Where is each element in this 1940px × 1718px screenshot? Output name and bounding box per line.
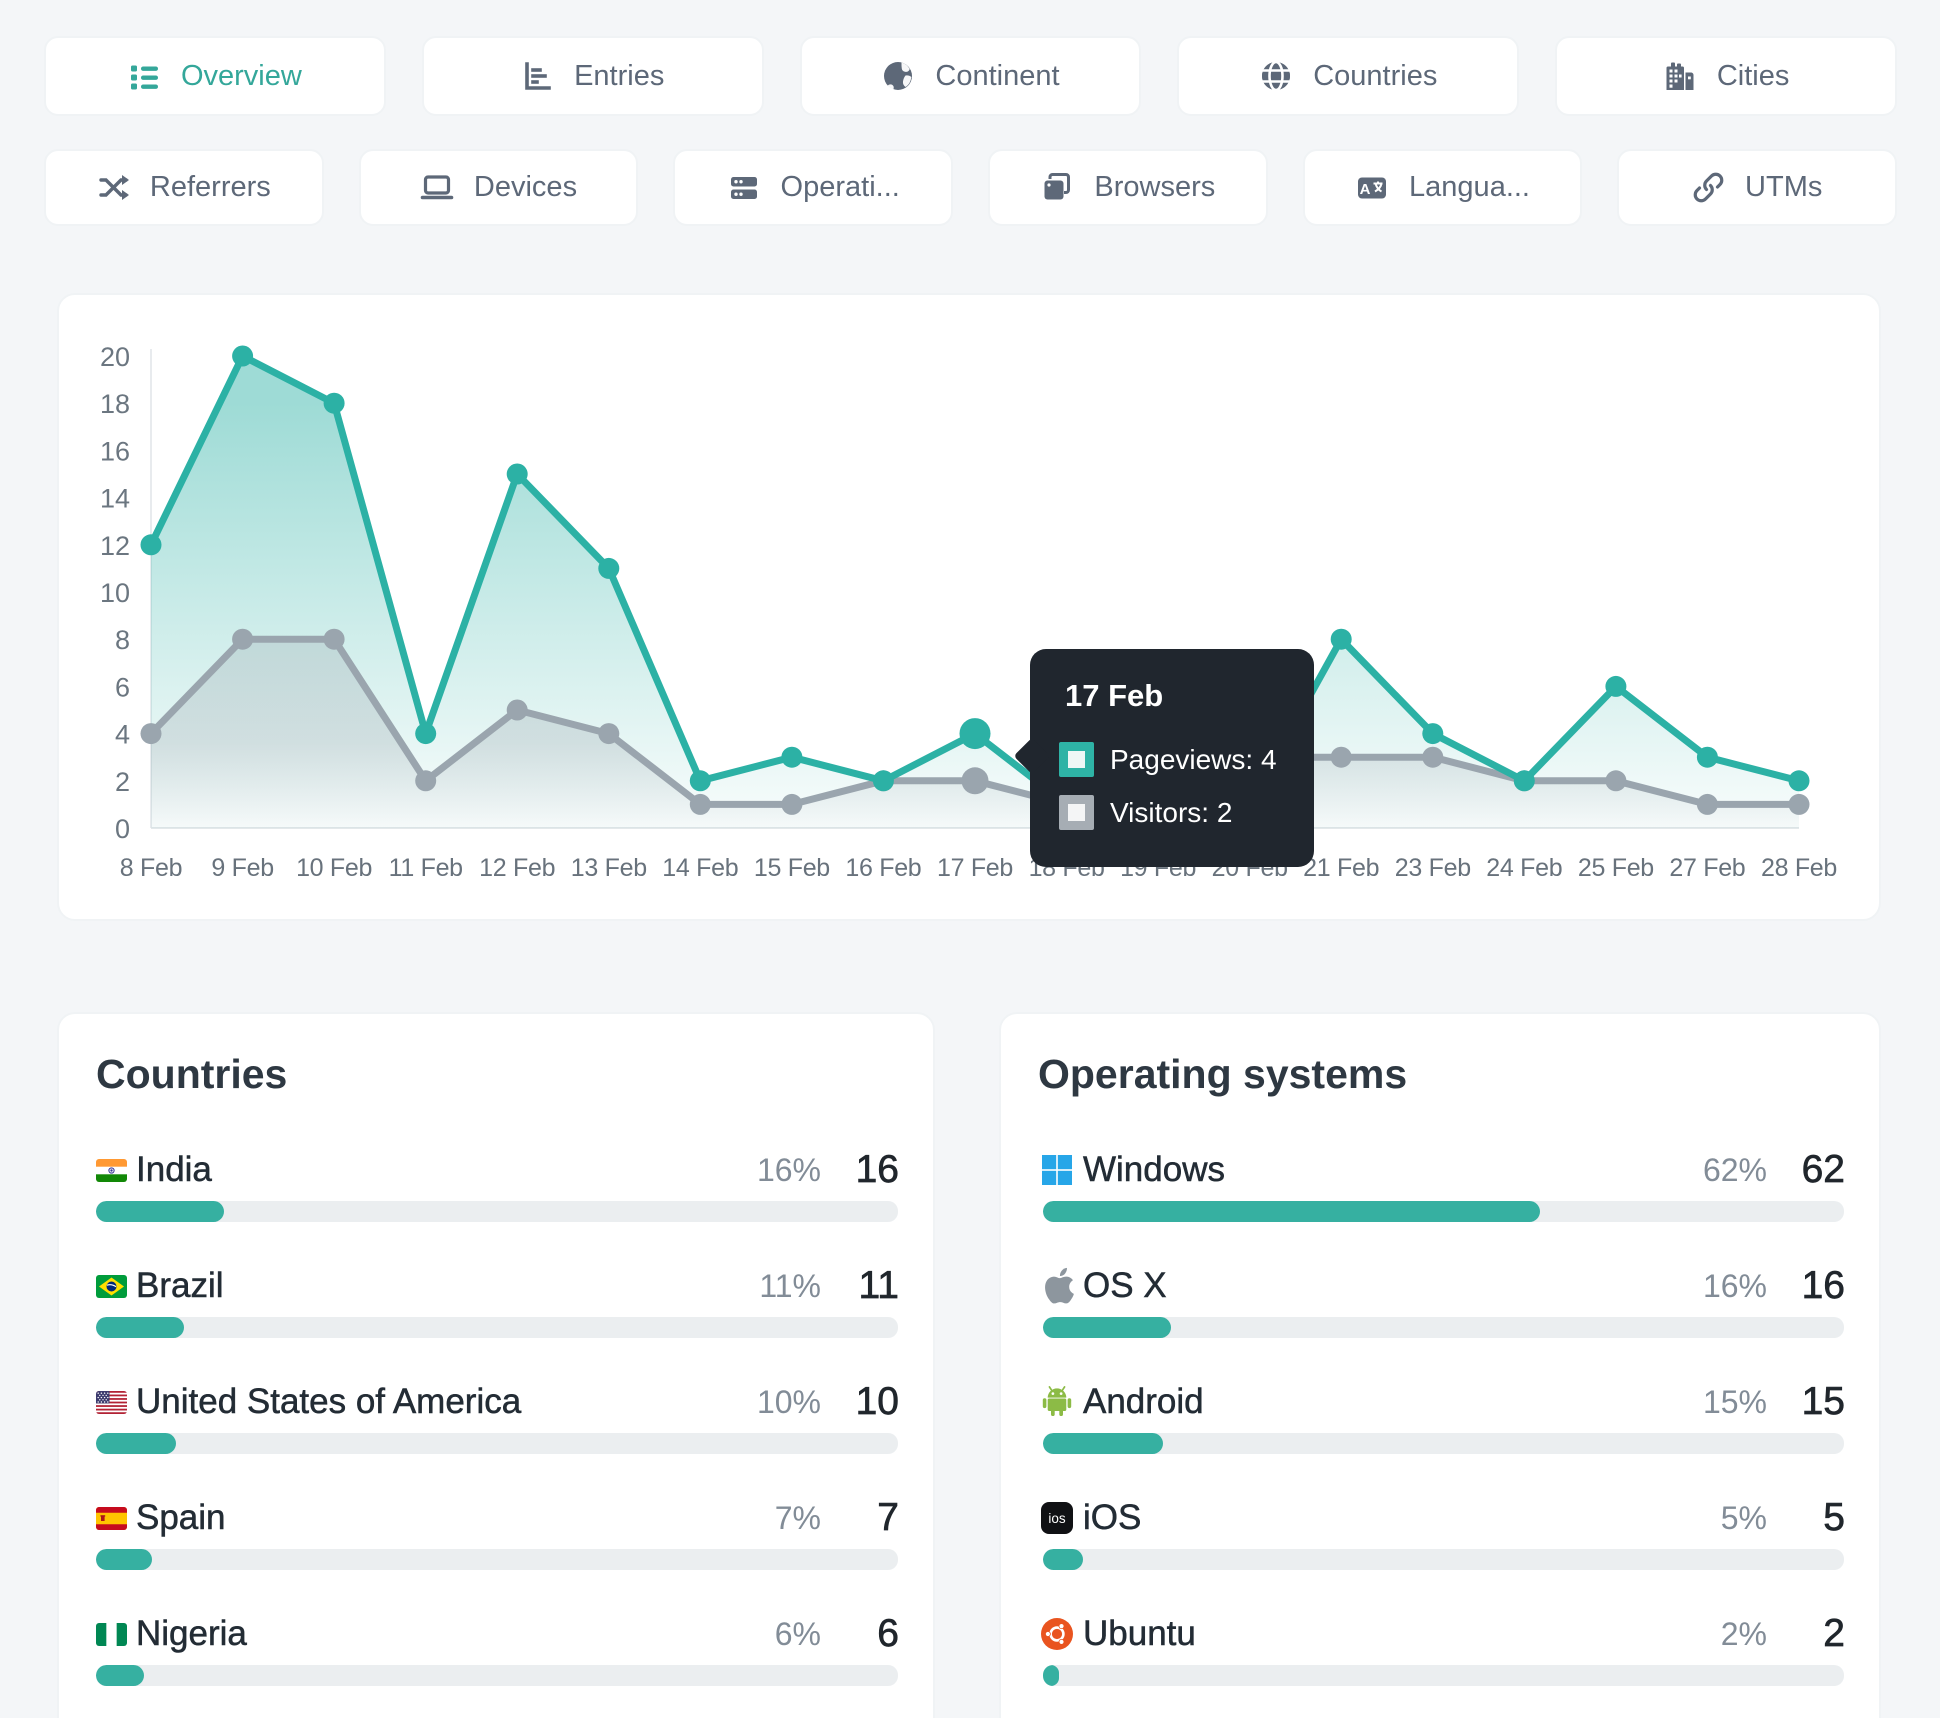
svg-text:24 Feb: 24 Feb: [1486, 854, 1562, 882]
svg-text:8 Feb: 8 Feb: [120, 854, 182, 882]
svg-text:10 Feb: 10 Feb: [296, 854, 372, 882]
svg-text:ios: ios: [1048, 1511, 1066, 1526]
svg-text:16 Feb: 16 Feb: [845, 854, 921, 882]
svg-text:12 Feb: 12 Feb: [479, 854, 555, 882]
svg-text:12: 12: [100, 531, 130, 561]
svg-text:18: 18: [100, 389, 130, 419]
svg-text:20: 20: [100, 342, 130, 372]
svg-text:0: 0: [115, 814, 130, 844]
svg-text:23 Feb: 23 Feb: [1395, 854, 1471, 882]
svg-text:2: 2: [115, 767, 130, 797]
svg-text:10: 10: [100, 578, 130, 608]
svg-text:15 Feb: 15 Feb: [754, 854, 830, 882]
svg-text:4: 4: [115, 720, 130, 750]
svg-text:11 Feb: 11 Feb: [389, 854, 463, 882]
svg-text:21 Feb: 21 Feb: [1303, 854, 1379, 882]
svg-text:28 Feb: 28 Feb: [1761, 854, 1837, 882]
svg-text:A: A: [1360, 181, 1371, 198]
svg-text:9 Feb: 9 Feb: [211, 854, 273, 882]
svg-text:16: 16: [100, 436, 130, 466]
svg-text:6: 6: [115, 672, 130, 702]
svg-text:25 Feb: 25 Feb: [1578, 854, 1654, 882]
svg-text:17 Feb: 17 Feb: [937, 854, 1013, 882]
svg-text:14 Feb: 14 Feb: [662, 854, 738, 882]
svg-text:14: 14: [100, 484, 130, 514]
svg-text:27 Feb: 27 Feb: [1669, 854, 1745, 882]
svg-text:13 Feb: 13 Feb: [571, 854, 647, 882]
svg-text:8: 8: [115, 625, 130, 655]
